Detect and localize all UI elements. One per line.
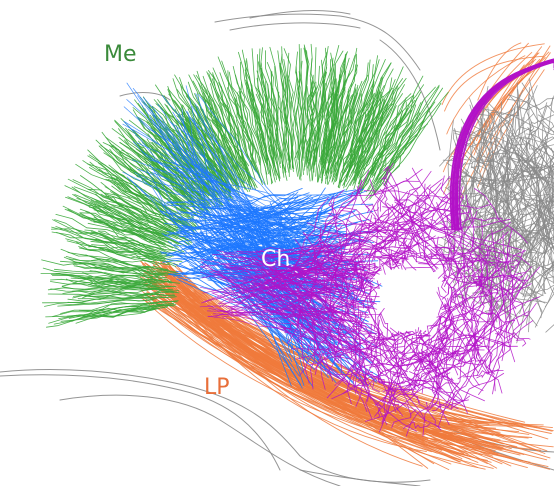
- central-brain-fibers: [438, 78, 554, 344]
- label-chiasm: Ch: [261, 247, 291, 272]
- label-lobula: Lo: [398, 292, 424, 317]
- label-lobula-plate: LP: [204, 375, 230, 400]
- brain-outline-traces: [0, 10, 554, 486]
- label-medulla: Me: [104, 42, 137, 67]
- lobula-fibers: [199, 58, 554, 437]
